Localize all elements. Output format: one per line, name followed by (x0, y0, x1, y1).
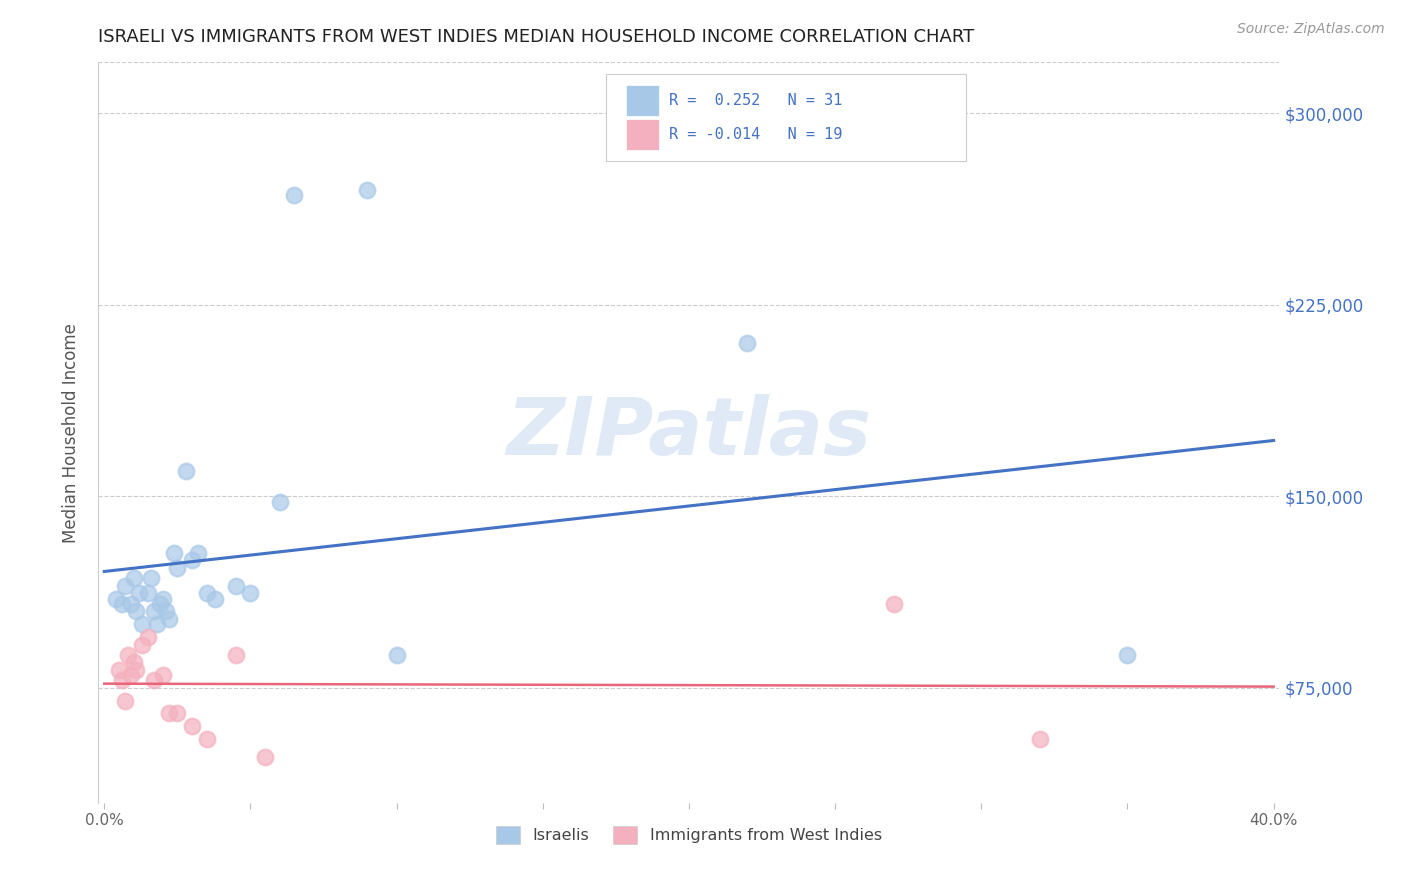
Point (104, 591, 127, 606)
Text: R =  0.252   N = 31: R = 0.252 N = 31 (669, 94, 842, 109)
Text: R = -0.014   N = 19: R = -0.014 N = 19 (669, 127, 842, 142)
Point (143, 673, 166, 688)
Legend: Israelis, Immigrants from West Indies: Israelis, Immigrants from West Indies (489, 819, 889, 850)
Point (225, 648, 247, 662)
Point (1029, 731, 1052, 746)
Point (239, 586, 262, 600)
Point (111, 673, 134, 688)
Point (114, 694, 136, 708)
Point (195, 586, 218, 600)
Point (143, 604, 166, 618)
Point (157, 612, 180, 626)
Point (125, 663, 148, 677)
Point (163, 546, 186, 560)
Point (269, 494, 291, 508)
Point (883, 597, 905, 611)
Point (117, 648, 139, 662)
Point (111, 597, 134, 611)
Point (131, 617, 153, 632)
Point (120, 597, 142, 611)
Point (152, 668, 174, 682)
Point (195, 731, 218, 746)
Point (181, 719, 204, 733)
Point (146, 617, 169, 632)
Point (204, 591, 226, 606)
Point (737, 336, 759, 351)
Point (149, 597, 172, 611)
Point (181, 553, 204, 567)
Point (225, 579, 247, 593)
Point (385, 648, 408, 662)
Point (125, 604, 148, 618)
Point (166, 706, 188, 721)
Text: ZIPatlas: ZIPatlas (506, 393, 872, 472)
Point (356, 183, 378, 197)
Y-axis label: Median Household Income: Median Household Income (62, 323, 80, 542)
Point (122, 656, 145, 670)
Point (120, 668, 142, 682)
Point (114, 579, 136, 593)
Point (139, 571, 162, 585)
Point (254, 749, 277, 764)
Point (136, 586, 159, 600)
FancyBboxPatch shape (626, 119, 659, 150)
Point (131, 638, 153, 652)
Text: Source: ZipAtlas.com: Source: ZipAtlas.com (1237, 22, 1385, 37)
Point (152, 591, 174, 606)
FancyBboxPatch shape (606, 73, 966, 161)
Point (166, 561, 188, 575)
Text: ISRAELI VS IMMIGRANTS FROM WEST INDIES MEDIAN HOUSEHOLD INCOME CORRELATION CHART: ISRAELI VS IMMIGRANTS FROM WEST INDIES M… (98, 28, 974, 45)
Point (187, 546, 209, 560)
Point (136, 630, 159, 644)
Point (155, 604, 177, 618)
Point (157, 706, 180, 721)
Point (128, 586, 150, 600)
Point (1116, 648, 1139, 662)
FancyBboxPatch shape (626, 86, 659, 117)
Point (108, 663, 131, 677)
Point (174, 464, 197, 478)
Point (283, 188, 305, 202)
Point (122, 571, 145, 585)
